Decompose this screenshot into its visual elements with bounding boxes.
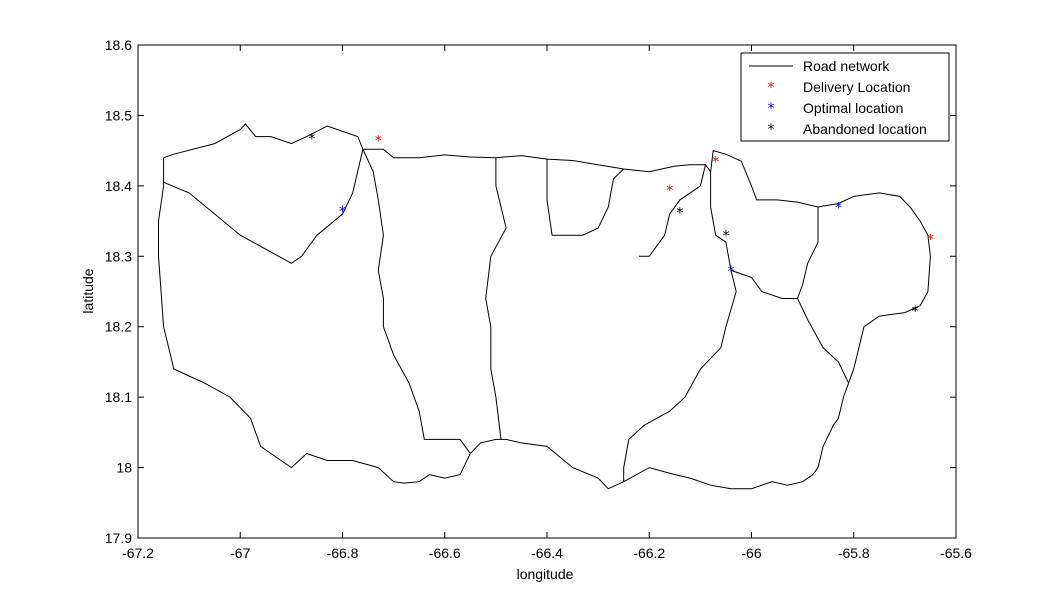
road-segment-3 <box>485 157 507 440</box>
y-tick-label: 17.9 <box>105 530 132 546</box>
road-segment-1 <box>163 149 364 264</box>
delivery-location-marker: * <box>666 183 673 199</box>
delivery-location-marker: * <box>712 155 719 171</box>
legend-marker-abandoned: * <box>768 122 775 138</box>
y-tick-label: 18.3 <box>105 248 132 264</box>
legend-label-road-network: Road network <box>803 58 890 74</box>
x-tick-label: -66 <box>741 545 761 561</box>
road-segment-5 <box>639 164 706 257</box>
delivery-location-marker: * <box>375 134 382 150</box>
y-tick-label: 18 <box>116 460 132 476</box>
road-network-layer <box>158 123 931 490</box>
abandoned-location-marker: * <box>912 304 919 320</box>
optimal-location-marker: * <box>835 200 842 216</box>
road-segment-8 <box>797 298 850 384</box>
x-tick-label: -67.2 <box>122 545 154 561</box>
y-tick-label: 18.6 <box>105 37 132 53</box>
x-axis-label: longitude <box>517 566 574 582</box>
legend: Road network * Delivery Location * Optim… <box>740 52 950 142</box>
abandoned-location-marker: * <box>722 229 729 245</box>
road-segment-0 <box>158 123 931 490</box>
x-tick-label: -66.8 <box>327 545 359 561</box>
y-tick-label: 18.5 <box>105 107 132 123</box>
legend-label-optimal: Optimal location <box>803 100 903 116</box>
legend-box <box>740 52 950 142</box>
x-tick-label: -66.6 <box>429 545 461 561</box>
road-segment-6 <box>623 171 737 482</box>
x-tick-label: -66.2 <box>633 545 665 561</box>
delivery-location-marker: * <box>927 232 934 248</box>
y-axis-ticks: 17.9 18 18.1 18.2 18.3 18.4 18.5 18.6 <box>105 37 956 546</box>
y-axis-label: latitude <box>80 268 96 313</box>
y-tick-label: 18.4 <box>105 178 132 194</box>
legend-label-abandoned: Abandoned location <box>803 121 927 137</box>
x-tick-label: -67 <box>230 545 250 561</box>
road-segment-4 <box>546 159 625 236</box>
road-segment-7 <box>730 207 819 299</box>
legend-marker-optimal: * <box>768 101 775 117</box>
x-axis-ticks: -67.2 -67 -66.8 -66.6 -66.4 -66.2 -66 -65.8 -65.… <box>122 45 972 561</box>
x-tick-label: -65.8 <box>838 545 870 561</box>
y-tick-label: 18.2 <box>105 319 132 335</box>
legend-label-delivery: Delivery Location <box>803 79 910 95</box>
x-tick-label: -65.6 <box>940 545 972 561</box>
optimal-location-marker: * <box>339 204 346 220</box>
x-tick-label: -66.4 <box>531 545 563 561</box>
legend-marker-delivery: * <box>768 80 775 96</box>
location-markers-layer: *********** <box>308 131 934 320</box>
abandoned-location-marker: * <box>676 205 683 221</box>
optimal-location-marker: * <box>728 264 735 280</box>
y-tick-label: 18.1 <box>105 389 132 405</box>
road-segment-2 <box>362 148 471 454</box>
abandoned-location-marker: * <box>308 131 315 147</box>
